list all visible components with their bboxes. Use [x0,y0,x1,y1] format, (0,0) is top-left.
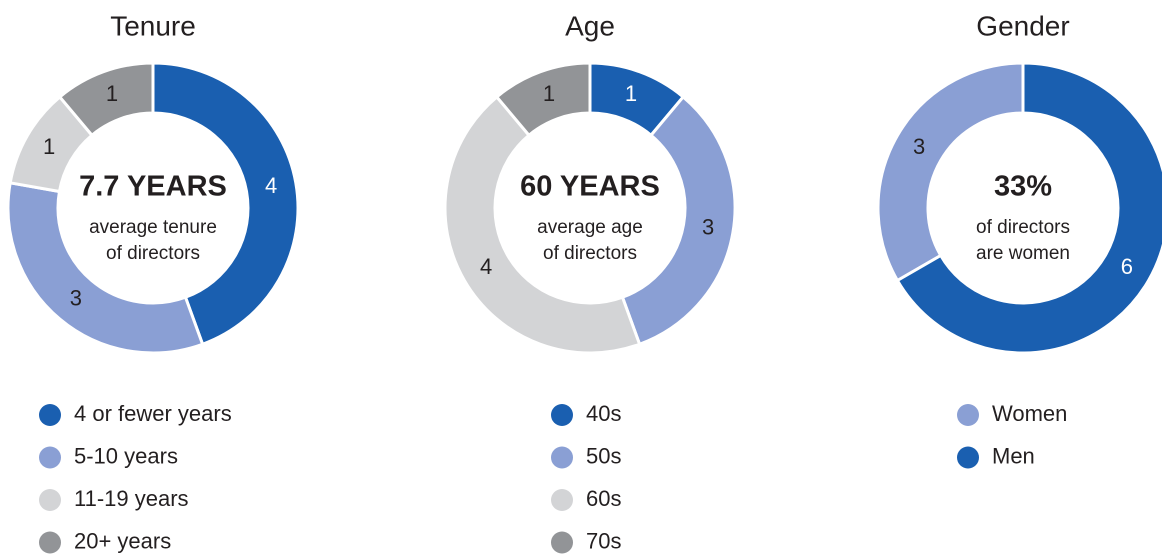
legend-label: 4 or fewer years [74,401,232,426]
legend-marker [551,489,573,511]
center-text: of directors [543,243,637,264]
chart-title: Gender [976,10,1069,41]
value-label: 1 [543,81,555,106]
legend-marker [39,531,61,554]
legend-marker [551,404,573,426]
chart-title: Tenure [110,10,196,41]
value-label: 1 [43,134,55,159]
chart-title: Age [565,10,615,41]
legend-label: 11-19 years [74,486,189,511]
legend-label: 40s [586,401,621,426]
center-label: 7.7 YEARS [79,171,227,203]
legend-marker [957,404,979,426]
legend-label: 5-10 years [74,443,178,468]
donut-segment [876,61,1025,283]
center-text: average age [537,217,643,238]
center-text: of directors [976,217,1070,238]
value-label: 6 [1121,254,1133,279]
value-label: 1 [106,81,118,106]
donut-segment [57,61,155,138]
legend-label: 20+ years [74,528,171,553]
donut-segment [6,181,205,355]
donut-segment [494,61,592,138]
value-label: 4 [480,254,492,279]
legend-marker [39,489,61,511]
legend-label: Men [992,443,1035,468]
value-label: 3 [913,134,925,159]
legend-marker [39,446,61,469]
center-text: average tenure [89,217,217,238]
value-label: 1 [625,81,637,106]
legend-marker [551,446,573,469]
value-label: 3 [70,286,82,311]
donut-segment [151,61,300,347]
legend-label: 50s [586,443,621,468]
center-label: 60 YEARS [520,171,660,203]
donut-segment [895,61,1162,355]
legend-label: Women [992,401,1067,426]
legend-marker [957,446,979,469]
legend-label: 70s [586,528,621,553]
donut-segment [620,94,737,347]
donut-segment [443,94,642,355]
center-text: are women [976,243,1070,264]
center-label: 33% [994,171,1052,203]
value-label: 3 [702,215,714,240]
legend-label: 60s [586,486,621,511]
legend-marker [551,531,573,554]
value-label: 4 [265,173,277,198]
legend-marker [39,404,61,426]
center-text: of directors [106,243,200,264]
